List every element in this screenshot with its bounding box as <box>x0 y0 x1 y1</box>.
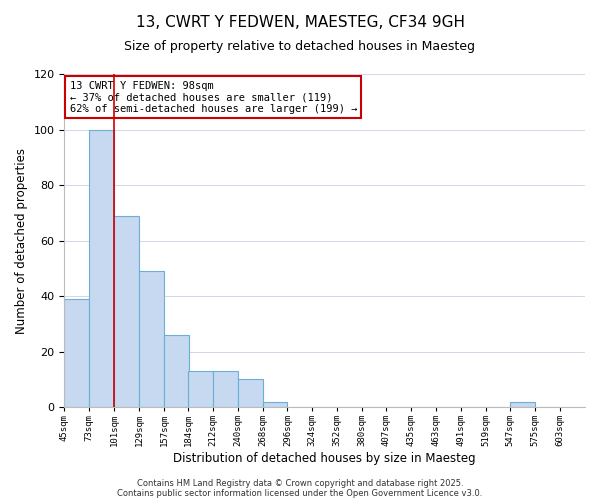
Text: 13 CWRT Y FEDWEN: 98sqm
← 37% of detached houses are smaller (119)
62% of semi-d: 13 CWRT Y FEDWEN: 98sqm ← 37% of detache… <box>70 80 357 114</box>
Bar <box>213 371 238 407</box>
Text: Contains HM Land Registry data © Crown copyright and database right 2025.: Contains HM Land Registry data © Crown c… <box>137 478 463 488</box>
Y-axis label: Number of detached properties: Number of detached properties <box>15 148 28 334</box>
Text: Contains public sector information licensed under the Open Government Licence v3: Contains public sector information licen… <box>118 488 482 498</box>
Bar <box>164 335 189 407</box>
Bar <box>511 402 535 407</box>
Bar <box>89 130 114 407</box>
Text: 13, CWRT Y FEDWEN, MAESTEG, CF34 9GH: 13, CWRT Y FEDWEN, MAESTEG, CF34 9GH <box>136 15 464 30</box>
Bar <box>263 402 287 407</box>
Bar <box>114 216 139 407</box>
Bar <box>238 380 263 407</box>
Bar <box>64 299 89 407</box>
X-axis label: Distribution of detached houses by size in Maesteg: Distribution of detached houses by size … <box>173 452 476 465</box>
Bar <box>188 371 213 407</box>
Bar <box>139 271 164 407</box>
Text: Size of property relative to detached houses in Maesteg: Size of property relative to detached ho… <box>125 40 476 53</box>
